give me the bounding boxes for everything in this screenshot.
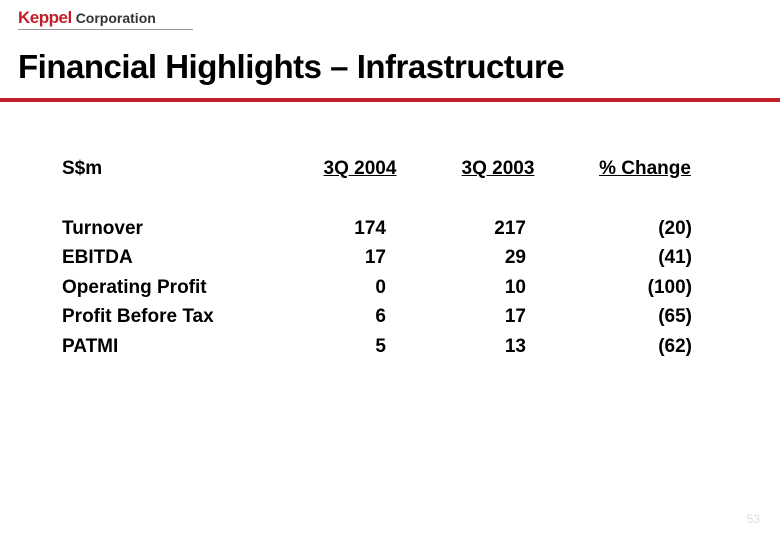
logo-underline <box>18 29 193 30</box>
cell-value: 10 <box>428 273 568 302</box>
cell-value: 0 <box>292 273 428 302</box>
cell-value: 17 <box>292 243 428 272</box>
page-title: Financial Highlights – Infrastructure <box>18 48 564 86</box>
row-label: Operating Profit <box>62 273 292 302</box>
cell-value: 29 <box>428 243 568 272</box>
cell-value: (41) <box>568 243 722 272</box>
page-number: 53 <box>747 512 760 526</box>
cell-value: 217 <box>428 214 568 243</box>
cell-value: 13 <box>428 332 568 361</box>
financial-table: S$m 3Q 2004 3Q 2003 % Change Turnover 17… <box>62 158 722 361</box>
row-label: PATMI <box>62 332 292 361</box>
cell-value: 6 <box>292 302 428 331</box>
table-row: Operating Profit 0 10 (100) <box>62 273 722 302</box>
row-label: Profit Before Tax <box>62 302 292 331</box>
cell-value: 17 <box>428 302 568 331</box>
cell-value: (62) <box>568 332 722 361</box>
table-row: EBITDA 17 29 (41) <box>62 243 722 272</box>
cell-value: (20) <box>568 214 722 243</box>
logo-suffix: Corporation <box>76 10 156 26</box>
cell-value: (100) <box>568 273 722 302</box>
logo-brand: Keppel <box>18 8 72 28</box>
cell-value: 174 <box>292 214 428 243</box>
column-header-q1: 3Q 2004 <box>292 158 428 180</box>
column-header-q2: 3Q 2003 <box>428 158 568 180</box>
column-header-change: % Change <box>568 158 722 180</box>
table-header-row: S$m 3Q 2004 3Q 2003 % Change <box>62 158 722 180</box>
cell-value: 5 <box>292 332 428 361</box>
row-label: EBITDA <box>62 243 292 272</box>
row-label: Turnover <box>62 214 292 243</box>
unit-label: S$m <box>62 158 292 180</box>
accent-divider <box>0 98 780 102</box>
table-row: Turnover 174 217 (20) <box>62 214 722 243</box>
company-logo: Keppel Corporation <box>18 8 156 28</box>
table-row: PATMI 5 13 (62) <box>62 332 722 361</box>
cell-value: (65) <box>568 302 722 331</box>
table-row: Profit Before Tax 6 17 (65) <box>62 302 722 331</box>
